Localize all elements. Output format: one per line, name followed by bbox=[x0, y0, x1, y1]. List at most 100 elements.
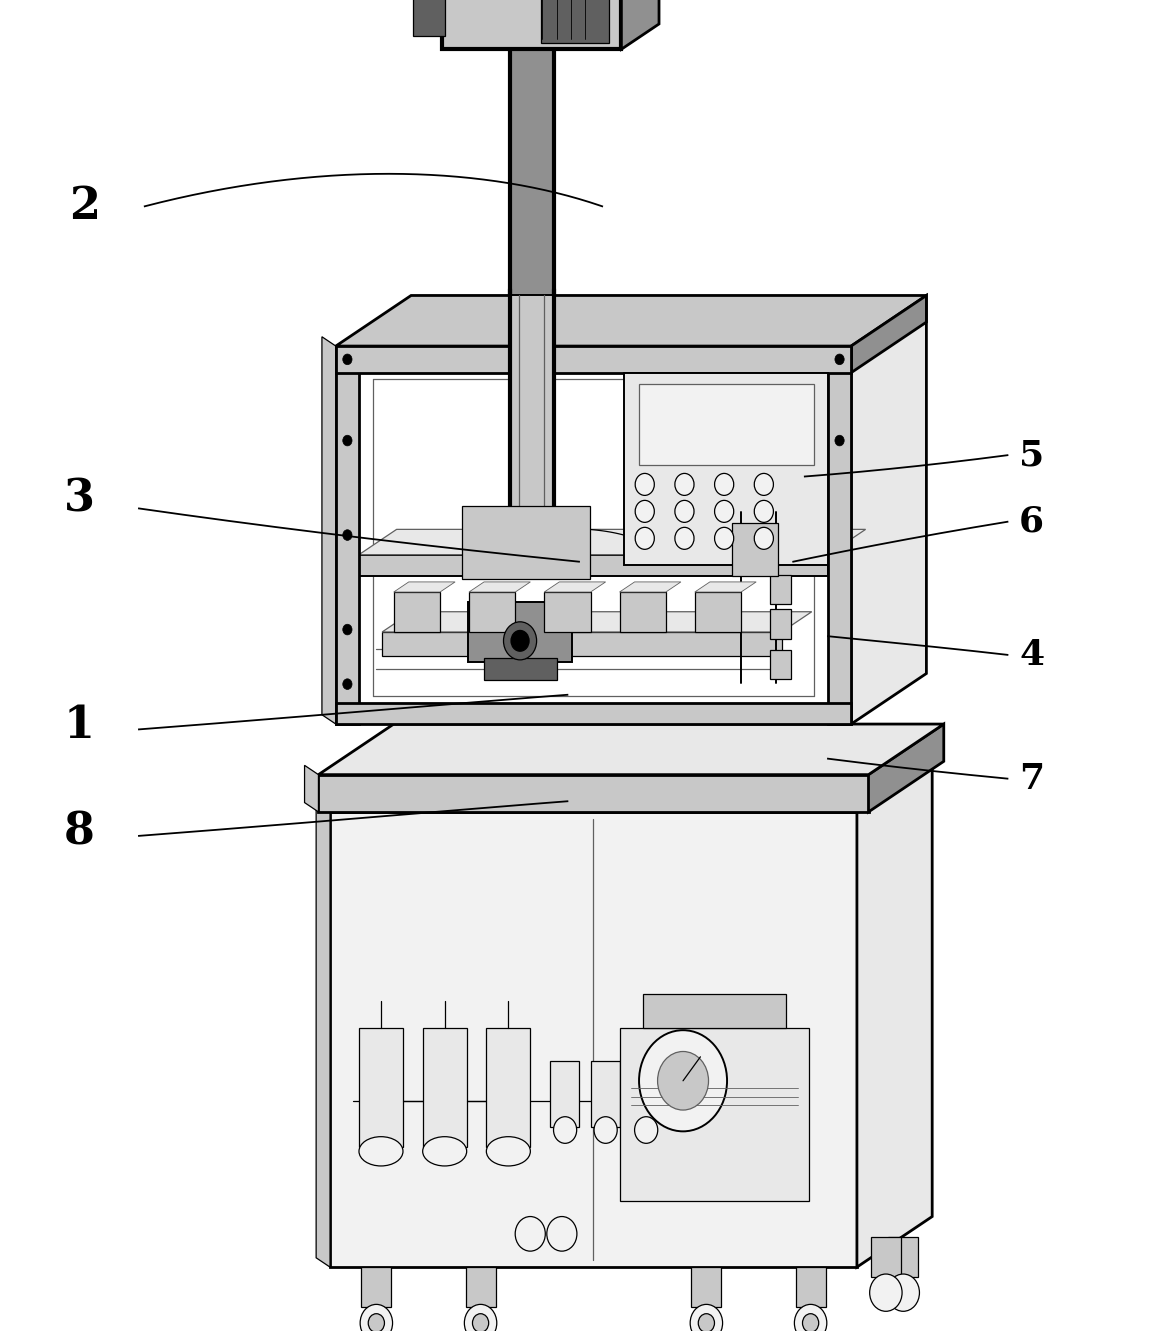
Bar bbox=[394, 592, 440, 632]
Bar bbox=[510, 49, 554, 295]
Text: 3: 3 bbox=[64, 478, 95, 520]
Circle shape bbox=[754, 527, 774, 550]
Polygon shape bbox=[359, 555, 828, 576]
Polygon shape bbox=[851, 295, 926, 724]
Circle shape bbox=[714, 500, 734, 522]
Bar bbox=[466, 1267, 496, 1307]
Circle shape bbox=[343, 354, 352, 365]
Polygon shape bbox=[382, 612, 812, 632]
Bar bbox=[336, 346, 851, 373]
Polygon shape bbox=[330, 761, 932, 812]
Bar bbox=[544, 592, 591, 632]
Text: 6: 6 bbox=[1019, 504, 1045, 539]
Polygon shape bbox=[318, 724, 944, 775]
Bar bbox=[770, 575, 791, 604]
Text: 4: 4 bbox=[1019, 638, 1045, 672]
Circle shape bbox=[675, 474, 694, 495]
Bar bbox=[550, 1061, 579, 1127]
Polygon shape bbox=[322, 337, 336, 724]
Bar bbox=[423, 1028, 467, 1147]
Bar bbox=[643, 994, 786, 1028]
Ellipse shape bbox=[486, 1137, 530, 1166]
Circle shape bbox=[754, 500, 774, 522]
Polygon shape bbox=[622, 0, 659, 49]
Text: 5: 5 bbox=[1019, 438, 1045, 473]
Bar bbox=[336, 346, 359, 724]
Polygon shape bbox=[695, 582, 756, 592]
Polygon shape bbox=[544, 582, 606, 592]
Circle shape bbox=[802, 1314, 819, 1331]
Text: 1: 1 bbox=[64, 704, 95, 747]
Bar bbox=[591, 1061, 620, 1127]
Bar bbox=[770, 610, 791, 639]
Bar bbox=[639, 385, 814, 465]
Circle shape bbox=[675, 500, 694, 522]
Circle shape bbox=[639, 1030, 727, 1131]
Circle shape bbox=[658, 1051, 709, 1110]
Circle shape bbox=[343, 679, 352, 689]
Bar bbox=[541, 0, 609, 43]
Bar bbox=[796, 1267, 826, 1307]
Circle shape bbox=[714, 474, 734, 495]
Circle shape bbox=[675, 527, 694, 550]
Bar bbox=[620, 1028, 809, 1201]
Text: 2: 2 bbox=[69, 185, 101, 228]
Bar bbox=[631, 1061, 660, 1127]
Bar bbox=[486, 1028, 530, 1147]
Polygon shape bbox=[330, 812, 857, 1267]
Circle shape bbox=[360, 1304, 393, 1331]
Circle shape bbox=[504, 622, 536, 660]
Circle shape bbox=[594, 1117, 617, 1143]
Circle shape bbox=[887, 1274, 919, 1311]
Bar bbox=[413, 0, 446, 36]
Circle shape bbox=[754, 474, 774, 495]
Bar bbox=[624, 373, 828, 566]
Bar bbox=[361, 1267, 391, 1307]
Ellipse shape bbox=[423, 1137, 467, 1166]
Circle shape bbox=[636, 474, 654, 495]
Circle shape bbox=[636, 500, 654, 522]
Circle shape bbox=[472, 1314, 489, 1331]
Circle shape bbox=[554, 1117, 577, 1143]
Circle shape bbox=[635, 1117, 658, 1143]
Polygon shape bbox=[851, 295, 926, 373]
Text: 8: 8 bbox=[64, 811, 95, 853]
Polygon shape bbox=[868, 724, 944, 812]
Polygon shape bbox=[620, 582, 681, 592]
Circle shape bbox=[835, 435, 844, 446]
Polygon shape bbox=[394, 582, 455, 592]
Circle shape bbox=[515, 1217, 545, 1251]
Bar bbox=[770, 650, 791, 679]
Bar bbox=[510, 285, 554, 555]
Circle shape bbox=[636, 527, 654, 550]
Bar bbox=[468, 602, 572, 663]
Bar bbox=[695, 592, 741, 632]
Circle shape bbox=[698, 1314, 714, 1331]
Text: 7: 7 bbox=[1019, 761, 1045, 796]
Bar bbox=[469, 592, 515, 632]
Polygon shape bbox=[857, 761, 932, 1267]
Circle shape bbox=[343, 530, 352, 540]
Circle shape bbox=[714, 527, 734, 550]
Polygon shape bbox=[442, 0, 622, 49]
Polygon shape bbox=[305, 765, 318, 812]
Bar bbox=[871, 1236, 901, 1276]
Bar bbox=[691, 1267, 721, 1307]
Ellipse shape bbox=[359, 1137, 403, 1166]
Circle shape bbox=[870, 1274, 902, 1311]
Polygon shape bbox=[469, 582, 530, 592]
Circle shape bbox=[511, 631, 529, 651]
Circle shape bbox=[690, 1304, 723, 1331]
Circle shape bbox=[464, 1304, 497, 1331]
Circle shape bbox=[343, 624, 352, 635]
Circle shape bbox=[368, 1314, 384, 1331]
Bar bbox=[620, 592, 666, 632]
Circle shape bbox=[835, 354, 844, 365]
Bar bbox=[336, 703, 851, 724]
Polygon shape bbox=[382, 632, 782, 656]
Polygon shape bbox=[336, 295, 926, 346]
Circle shape bbox=[794, 1304, 827, 1331]
Circle shape bbox=[343, 435, 352, 446]
Bar bbox=[484, 658, 557, 680]
Polygon shape bbox=[316, 803, 330, 1267]
